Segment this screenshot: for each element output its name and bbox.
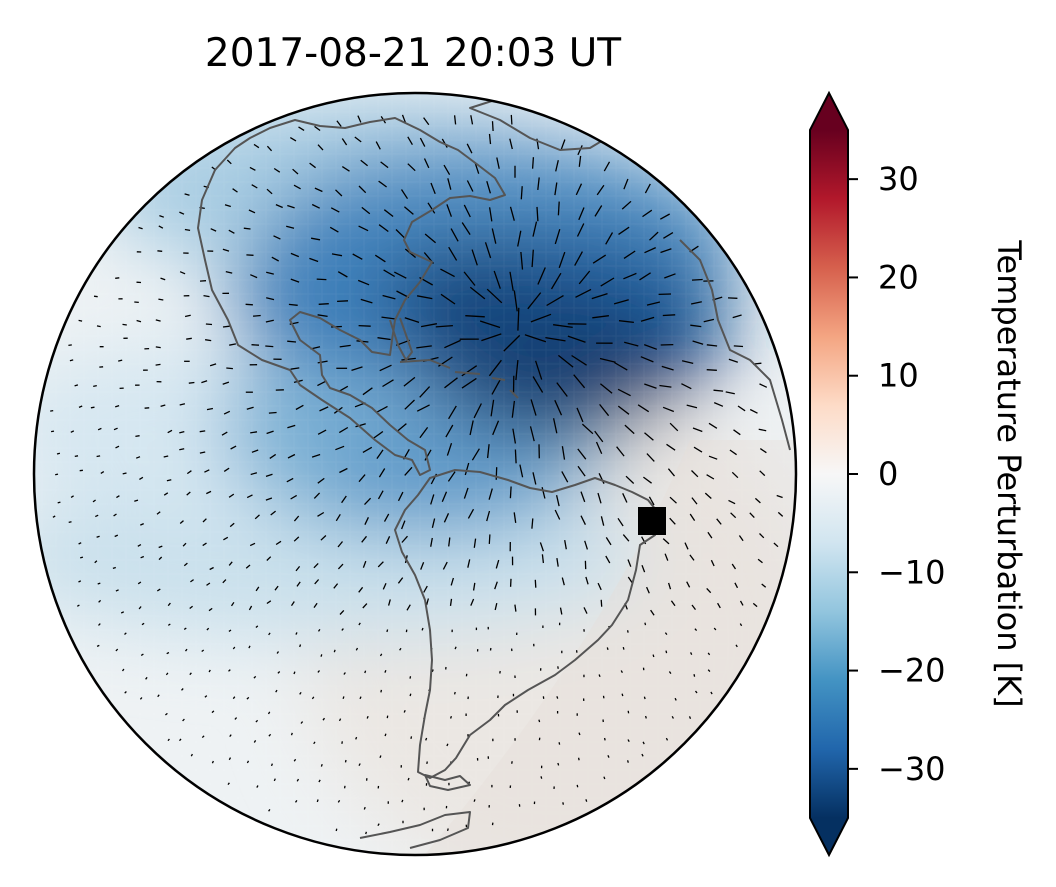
globe-outline [32, 91, 798, 857]
map-title: 2017-08-21 20:03 UT [205, 31, 621, 76]
colorbar-extend-bottom [810, 818, 848, 855]
site-marker [638, 507, 666, 535]
coastline-north-america [197, 117, 506, 476]
colorbar-tick-label: −20 [878, 652, 946, 690]
colorbar-outline [809, 90, 849, 858]
coastline-antarctica [359, 811, 471, 849]
colorbar-tick-label: 10 [878, 357, 919, 395]
wind-arrows [50, 114, 784, 835]
coastline-caribbean [399, 359, 519, 399]
coastline-florida [389, 317, 413, 361]
colorbar-gradient [810, 130, 848, 818]
colorbar-tick-label: 30 [878, 160, 919, 198]
colorbar-label: Temperature Perturbation [K] [990, 239, 1028, 707]
coastline-tierra-del-fuego [424, 774, 471, 791]
globe [32, 91, 798, 857]
coastline-south-america [394, 469, 661, 779]
colorbar: 30 20 10 0 −10 −20 −30 Temperature Perturbatio… [809, 90, 1028, 858]
colorbar-extend-top [810, 93, 848, 130]
colorbar-ticks: 30 20 10 0 −10 −20 −30 [848, 160, 946, 788]
colorbar-tick-label: −30 [878, 750, 946, 788]
colorbar-tick-label: −10 [878, 553, 946, 591]
colorbar-tick-label: 0 [878, 455, 898, 493]
colorbar-tick-label: 20 [878, 258, 919, 296]
